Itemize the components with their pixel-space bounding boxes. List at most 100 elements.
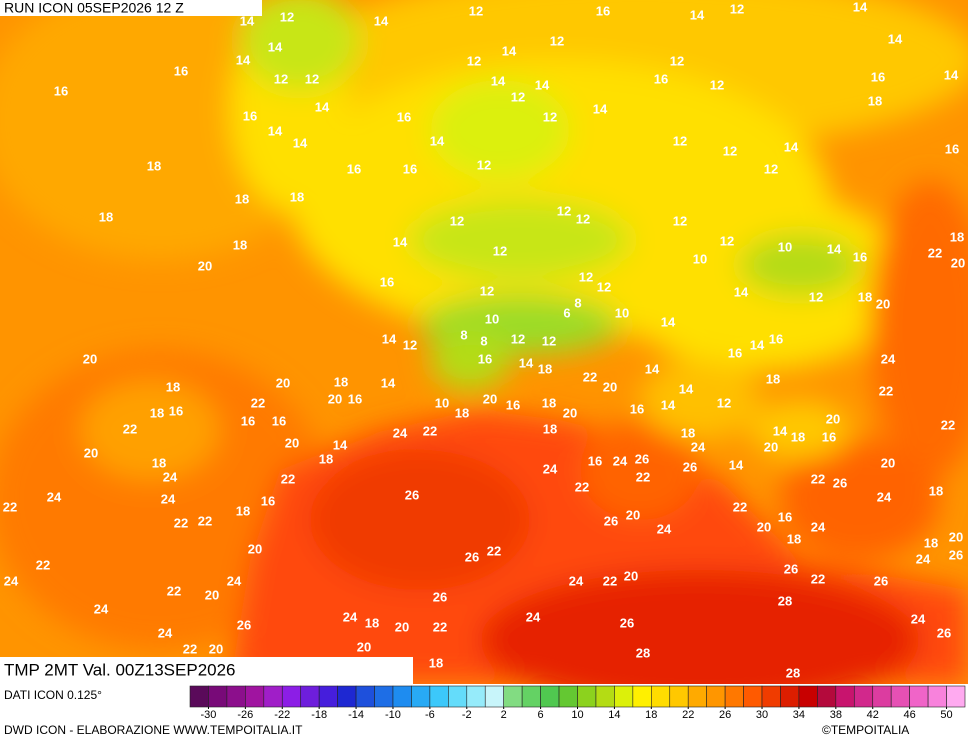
temperature-label: 16	[174, 63, 188, 78]
temperature-label: 22	[575, 479, 589, 494]
temperature-label: 12	[477, 157, 491, 172]
temperature-label: 18	[787, 531, 801, 546]
temperature-label: 16	[853, 249, 867, 264]
temperature-label: 16	[506, 397, 520, 412]
colorbar-tick-label: 14	[608, 709, 620, 721]
temperature-label: 12	[511, 89, 525, 104]
color-box	[300, 685, 320, 708]
color-box	[724, 685, 744, 708]
temperature-label: 10	[778, 239, 792, 254]
temperature-label: 14	[853, 0, 868, 14]
color-box	[281, 685, 302, 708]
temperature-label: 18	[152, 455, 166, 470]
temperature-label: 18	[929, 483, 943, 498]
temperature-label: 24	[543, 461, 558, 476]
temperature-label: 12	[511, 331, 525, 346]
temperature-label: 26	[465, 549, 479, 564]
color-box	[208, 685, 228, 708]
colorbar-tick-label: 50	[940, 709, 952, 721]
temperature-label: 22	[3, 499, 17, 514]
temperature-label: 12	[467, 53, 481, 68]
temperature-label: 20	[84, 445, 98, 460]
color-box	[355, 685, 375, 708]
temperature-label: 24	[569, 573, 584, 588]
temperature-label: 18	[319, 451, 333, 466]
temperature-label: 12	[450, 213, 464, 228]
color-box	[521, 685, 541, 708]
temperature-label: 20	[276, 375, 290, 390]
color-box	[484, 685, 504, 708]
temperature-label: 18	[99, 209, 113, 224]
temperature-label: 22	[811, 571, 825, 586]
temperature-label: 26	[833, 475, 847, 490]
color-box	[392, 685, 412, 708]
temperature-label: 12	[557, 203, 571, 218]
temperature-label: 24	[657, 521, 672, 536]
temperature-label: 14	[734, 284, 749, 299]
color-box	[853, 685, 874, 708]
temperature-label: 18	[365, 615, 379, 630]
temperature-label: 12	[670, 53, 684, 68]
temperature-label: 14	[293, 135, 308, 150]
temperature-label: 20	[563, 405, 577, 420]
temperature-label: 16	[630, 401, 644, 416]
temperature-label: 12	[576, 211, 590, 226]
temperature-label: 22	[167, 583, 181, 598]
temperature-label: 16	[241, 413, 255, 428]
temperature-label: 20	[395, 619, 409, 634]
color-box	[226, 685, 246, 708]
color-box	[263, 685, 283, 708]
temperature-label: 22	[174, 515, 188, 530]
temperature-label: 12	[597, 279, 611, 294]
temperature-label: 22	[281, 471, 295, 486]
temperature-label: 24	[911, 611, 926, 626]
temperature-label: 22	[583, 369, 597, 384]
temperature-label: 26	[683, 459, 697, 474]
temperature-label: 16	[654, 71, 668, 86]
temperature-label: 18	[791, 429, 805, 444]
temperature-label: 10	[615, 305, 629, 320]
colorbar-tick-label: 18	[645, 709, 657, 721]
color-box	[706, 685, 726, 708]
color-box	[798, 685, 818, 708]
temperature-label: 16	[272, 413, 286, 428]
temperature-label: 22	[879, 383, 893, 398]
color-box	[632, 685, 652, 708]
temperature-label: 18	[766, 371, 780, 386]
temperature-label: 16	[348, 391, 362, 406]
temperature-label: 22	[733, 499, 747, 514]
temperature-label: 14	[393, 234, 408, 249]
temperature-label: 22	[433, 619, 447, 634]
temperature-field	[0, 0, 968, 684]
validity-box	[0, 657, 413, 684]
temperature-label: 24	[4, 573, 19, 588]
temperature-label: 14	[750, 337, 765, 352]
temperature-label: 14	[240, 13, 255, 28]
temperature-label: 24	[811, 519, 826, 534]
temperature-label: 14	[690, 7, 705, 22]
temperature-label: 12	[720, 233, 734, 248]
colorbar-tick-label: -6	[425, 709, 435, 721]
temperature-label: 24	[393, 425, 408, 440]
color-box	[540, 685, 560, 708]
color-box	[669, 685, 689, 708]
temperature-label: 20	[881, 455, 895, 470]
temperature-label: 18	[681, 425, 695, 440]
colorbar-tick-label: -26	[237, 709, 253, 721]
temperature-label: 20	[483, 391, 497, 406]
temperature-label: 22	[183, 641, 197, 656]
color-box	[743, 685, 763, 708]
temperature-label: 18	[166, 379, 180, 394]
temperature-label: 18	[150, 405, 164, 420]
colorbar-tick-label: 22	[682, 709, 694, 721]
color-box	[429, 685, 449, 708]
temperature-label: 24	[881, 351, 896, 366]
temperature-label: 14	[381, 375, 396, 390]
colorbar-tick-label: 10	[571, 709, 583, 721]
temperature-label: 12	[809, 289, 823, 304]
temperature-label: 20	[328, 391, 342, 406]
temperature-label: 12	[723, 143, 737, 158]
temperature-label: 16	[261, 493, 275, 508]
temperature-label: 10	[485, 311, 499, 326]
temperature-label: 22	[36, 557, 50, 572]
